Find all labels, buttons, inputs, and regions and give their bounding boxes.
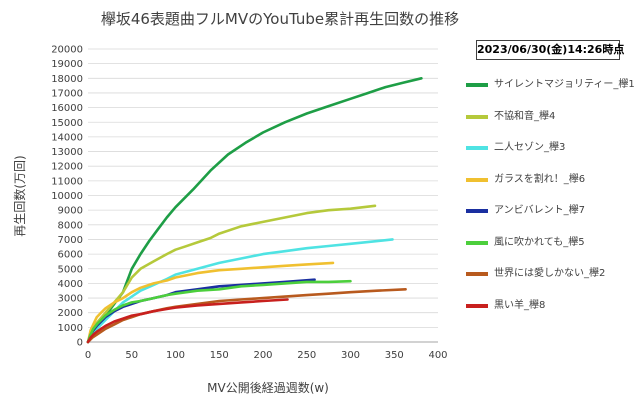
x-tick-label: 100: [166, 350, 185, 361]
x-tick-label: 200: [253, 350, 272, 361]
x-tick-labels: 0 50 100 150 200 250 300 350 400: [85, 350, 448, 361]
legend-swatch: [466, 240, 488, 245]
y-tick-label: 1000: [58, 323, 83, 334]
legend-label: 不協和音_欅4: [494, 110, 556, 122]
y-tick-label: 15000: [51, 118, 83, 129]
legend-label: 黒い羊_欅8: [494, 299, 546, 311]
legend-label: ガラスを割れ！_欅6: [494, 173, 586, 185]
legend-swatch: [466, 146, 488, 150]
y-tick-label: 18000: [51, 74, 83, 85]
gridlines: [88, 48, 438, 328]
y-tick-label: 8000: [58, 220, 83, 231]
legend-label: サイレントマジョリティー_欅1: [494, 79, 635, 90]
x-tick-label: 350: [385, 350, 404, 361]
series-lines: [86, 77, 423, 344]
legend-label: アンビバレント_欅7: [494, 205, 585, 216]
y-tick-label: 3000: [58, 294, 83, 305]
legend-swatch: [466, 83, 488, 87]
legend-swatch: [466, 303, 488, 308]
legend-label: 世界には愛しかない_欅2: [494, 268, 606, 279]
y-tick-label: 4000: [58, 279, 83, 290]
y-tick-label: 9000: [58, 206, 83, 217]
legend-swatch: [466, 114, 488, 119]
y-tick-label: 20000: [51, 45, 83, 56]
y-tick-label: 0: [77, 338, 83, 349]
y-tick-label: 14000: [51, 132, 83, 143]
y-tick-label: 13000: [51, 147, 83, 158]
y-tick-label: 17000: [51, 88, 83, 99]
legend-label: 風に吹かれても_欅5: [494, 236, 585, 248]
x-axis-label: MV公開後経過週数(w): [207, 380, 329, 395]
y-tick-label: 12000: [51, 162, 83, 173]
x-tick-label: 50: [125, 350, 138, 361]
series-line-8: [86, 298, 289, 344]
legend-swatch: [466, 209, 488, 213]
y-tick-label: 11000: [51, 176, 83, 187]
y-tick-label: 6000: [58, 250, 83, 261]
y-tick-label: 19000: [51, 59, 83, 70]
timestamp-box: 2023/06/30(金)14:26時点: [476, 40, 624, 60]
x-tick-label: 150: [210, 350, 229, 361]
y-tick-label: 16000: [51, 103, 83, 114]
y-axis-label: 再生回数(万回): [12, 155, 27, 236]
x-tick-label: 400: [428, 350, 447, 361]
y-tick-label: 10000: [51, 191, 83, 202]
legend-swatch: [466, 177, 488, 182]
series-line-5: [86, 278, 316, 344]
x-tick-label: 0: [85, 350, 91, 361]
legend-label: 二人セゾン_欅3: [494, 142, 566, 153]
x-tick-label: 300: [341, 350, 360, 361]
chart-title: 欅坂46表題曲フルMVのYouTube累計再生回数の推移: [100, 10, 460, 28]
series-line-6: [86, 279, 352, 344]
y-tick-label: 7000: [58, 235, 83, 246]
series-line-3: [86, 238, 394, 344]
y-tick-labels: 0 1000 2000 3000 4000 5000 6000 7000 8000 9000 100…: [51, 45, 83, 349]
y-tick-label: 2000: [58, 308, 83, 319]
y-tick-label: 5000: [58, 264, 83, 275]
series-line-4: [86, 261, 335, 344]
x-tick-label: 250: [297, 350, 316, 361]
legend-swatch: [466, 272, 488, 276]
series-line-2: [86, 204, 377, 344]
